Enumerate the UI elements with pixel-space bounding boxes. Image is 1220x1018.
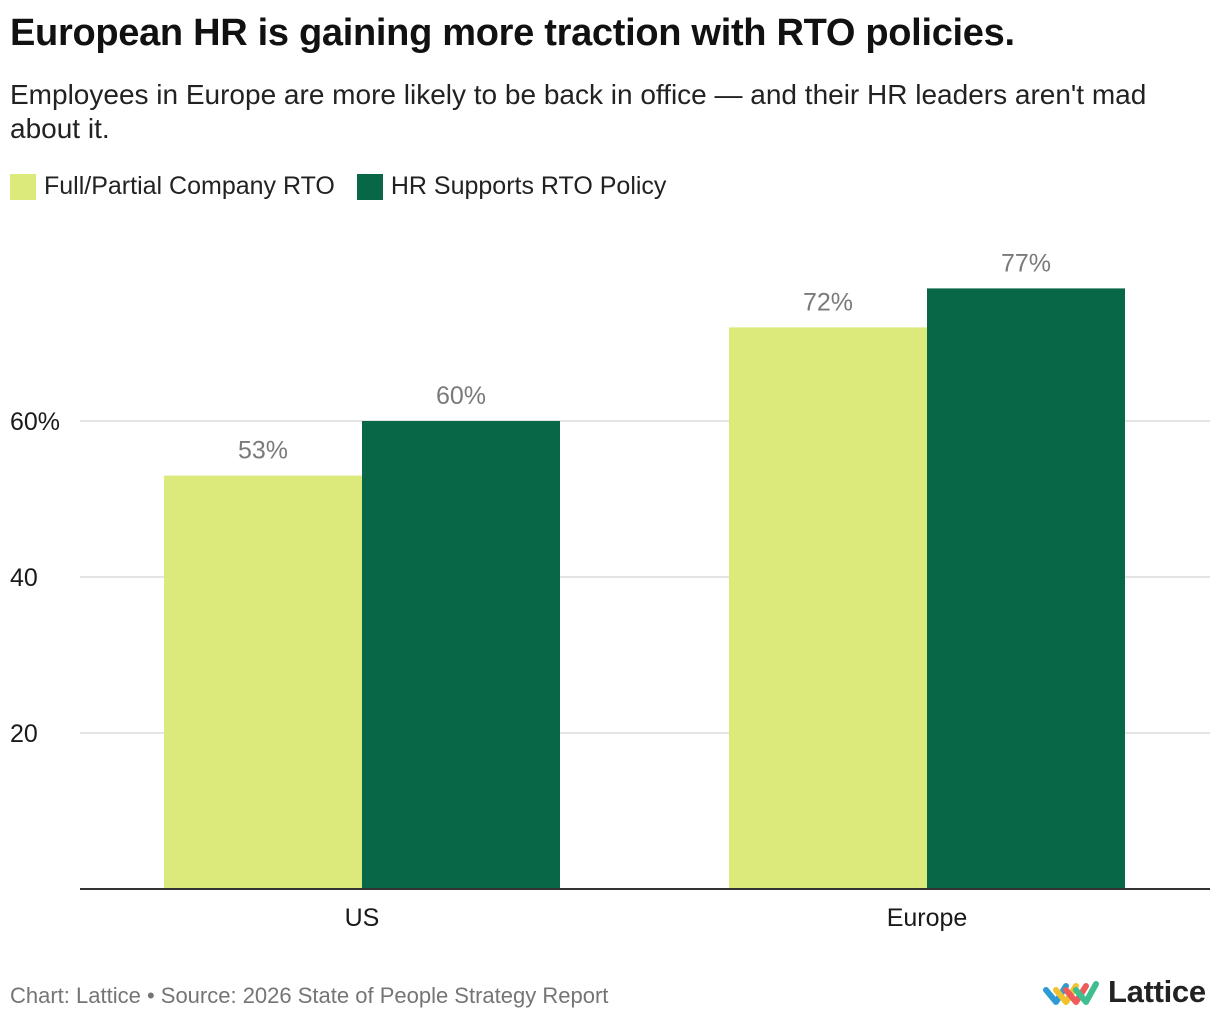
value-label-europe-series-0: 72% <box>803 288 853 316</box>
bar-us-series-0 <box>164 475 362 889</box>
legend-item-hr-supports-rto: HR Supports RTO Policy <box>356 172 667 201</box>
x-tick-label-europe: Europe <box>887 904 968 932</box>
lattice-logo-icon <box>1043 981 1099 1005</box>
chart-footer-credit: Chart: Lattice • Source: 2026 State of P… <box>10 983 609 1008</box>
bar-europe-series-1 <box>927 288 1125 889</box>
chart-title: European HR is gaining more traction wit… <box>10 12 1015 54</box>
legend-item-full-partial-rto: Full/Partial Company RTO <box>10 172 335 201</box>
legend-label-hr-supports-rto: HR Supports RTO Policy <box>390 172 667 200</box>
legend-swatch-light <box>10 173 36 200</box>
y-tick-label-60: 60% <box>10 408 60 436</box>
y-tick-label-40: 40 <box>10 564 38 592</box>
lattice-logo: Lattice <box>1042 974 1206 1010</box>
chart-legend: Full/Partial Company RTO HR Supports RTO… <box>10 172 688 201</box>
chart-subtitle: Employees in Europe are more likely to b… <box>10 79 1147 144</box>
legend-swatch-dark <box>356 173 383 200</box>
x-tick-label-us: US <box>345 904 380 932</box>
value-label-europe-series-1: 77% <box>1001 249 1051 277</box>
legend-label-full-partial-rto: Full/Partial Company RTO <box>44 172 335 200</box>
y-tick-label-20: 20 <box>10 720 38 748</box>
value-label-us-series-0: 53% <box>238 437 288 465</box>
lattice-logo-text: Lattice <box>1108 974 1206 1009</box>
value-label-us-series-1: 60% <box>436 382 486 410</box>
bar-europe-series-0 <box>729 327 927 889</box>
bar-us-series-1 <box>362 421 560 889</box>
